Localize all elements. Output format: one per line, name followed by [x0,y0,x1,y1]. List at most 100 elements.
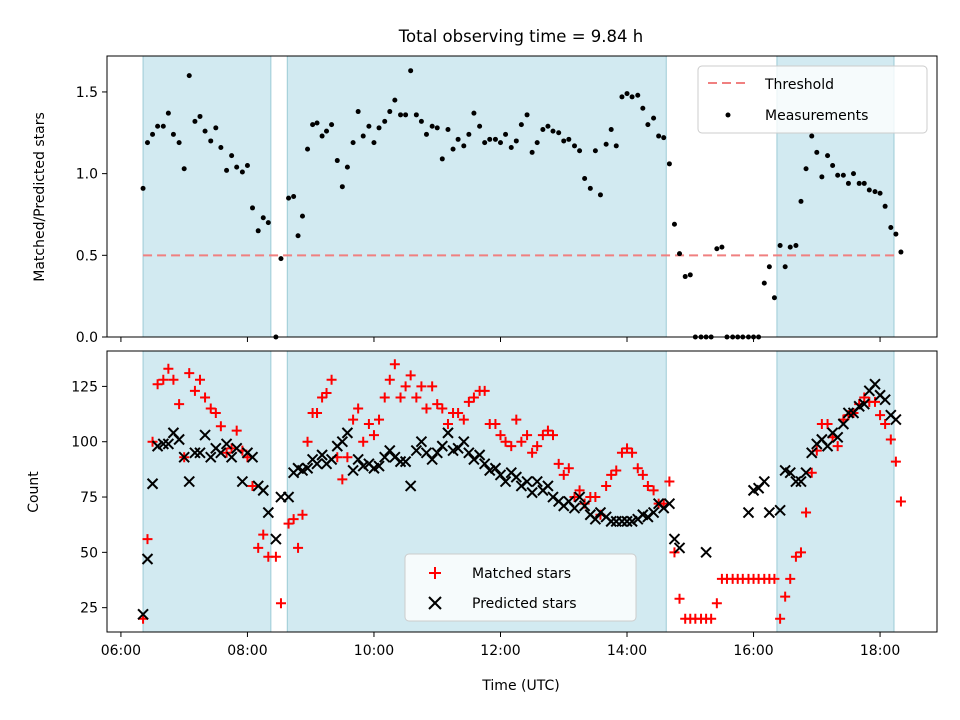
predicted-star-point [183,475,195,488]
observing-window-2 [776,350,895,633]
measurement-point [150,131,156,137]
predicted-star-point [463,447,475,459]
x-tick-label: 06:00 [101,643,141,659]
measurement-point [255,228,261,234]
measurement-point [250,205,256,211]
predicted-star-point [301,462,314,474]
matched-star-point [479,385,490,396]
predicted-star-point [663,497,676,510]
measurement-point [461,143,467,149]
measurement-point [314,120,320,126]
x-tick-label: 12:00 [480,643,520,659]
matched-star-point [288,514,299,525]
measurement-point [613,143,619,149]
measurement-point [840,172,846,178]
matched-star-point [706,613,717,624]
measurement-point [492,136,498,142]
matched-star-point [674,593,685,604]
predicted-star-point [436,440,448,452]
measurement-point [434,125,440,131]
matched-star-point [348,414,359,425]
matched-star-point [453,407,464,418]
measurement-point [629,94,635,100]
measurement-point [866,187,872,193]
matched-star-point [870,396,881,407]
y-tick-label: 75 [80,490,98,506]
matched-star-point [437,403,448,414]
matched-star-point [189,385,200,396]
matched-star-point [210,407,221,418]
measurement-point [651,115,657,121]
matched-star-point [880,419,891,430]
matched-star-point [302,436,313,447]
matched-star-point [283,518,294,529]
predicted-star-point [831,431,844,443]
predicted-star-point [821,440,834,452]
predicted-star-point [404,480,417,492]
measurement-point [310,122,316,128]
measurement-point [344,164,350,170]
matched-star-point [163,363,174,374]
measurement-point [376,125,382,131]
measurement-point [260,215,266,221]
y-tick-label: 50 [80,545,98,561]
y-tick-label: 100 [71,435,98,451]
matched-star-point [205,403,216,414]
matched-star-point [384,374,395,385]
matched-star-point [890,456,901,467]
predicted-star-point [647,506,660,519]
predicted-star-point [573,491,586,503]
predicted-star-point [225,451,238,463]
matched-star-point [558,469,569,480]
top-plot-frame [106,55,938,338]
matched-star-point [275,598,286,609]
measurement-point [319,133,325,139]
measurement-point [466,131,472,137]
matched-star-point [321,388,332,399]
measurement-point [888,225,894,231]
matched-star-point [379,392,390,403]
measurement-point [671,221,677,227]
matched-star-point [611,465,622,476]
matched-star-point [389,359,400,370]
matched-star-point [158,374,169,385]
measurement-point [403,112,409,118]
measurement-point [798,198,804,204]
matched-star-point [174,399,185,410]
matched-star-point [795,547,806,558]
matched-star-point [247,480,258,491]
predicted-star-point [890,413,902,426]
measurement-point [224,167,230,173]
top-legend-box [697,65,928,134]
measurement-point [371,140,377,146]
matched-star-point [374,414,385,425]
predicted-star-point [194,447,206,459]
predicted-star-point [426,453,438,466]
measurement-point [186,73,192,79]
legend-predicted-label: Predicted stars [472,596,577,612]
matched-star-point [522,430,533,441]
matched-star-point [152,379,163,390]
matched-star-point [312,407,323,418]
x-tick-label: 18:00 [860,643,900,659]
measurement-point [877,190,883,196]
legend-matched-label: Matched stars [472,566,571,582]
matched-star-point [368,430,379,441]
predicted-star-point [837,418,850,430]
matched-star-point [532,441,543,452]
legend-measurements-swatch [725,112,731,118]
predicted-star-point [616,515,628,528]
predicted-star-point [806,447,818,459]
measurement-point [566,136,572,142]
measurement-point [592,148,598,154]
matched-star-point [168,374,179,385]
matched-star-point [590,492,601,503]
matched-star-point [785,573,796,584]
measurement-point [170,131,176,137]
measurement-point [603,141,609,147]
matched-star-point [395,392,406,403]
measurement-point [450,146,456,152]
matched-star-point [875,410,886,421]
predicted-star-point [431,447,443,459]
